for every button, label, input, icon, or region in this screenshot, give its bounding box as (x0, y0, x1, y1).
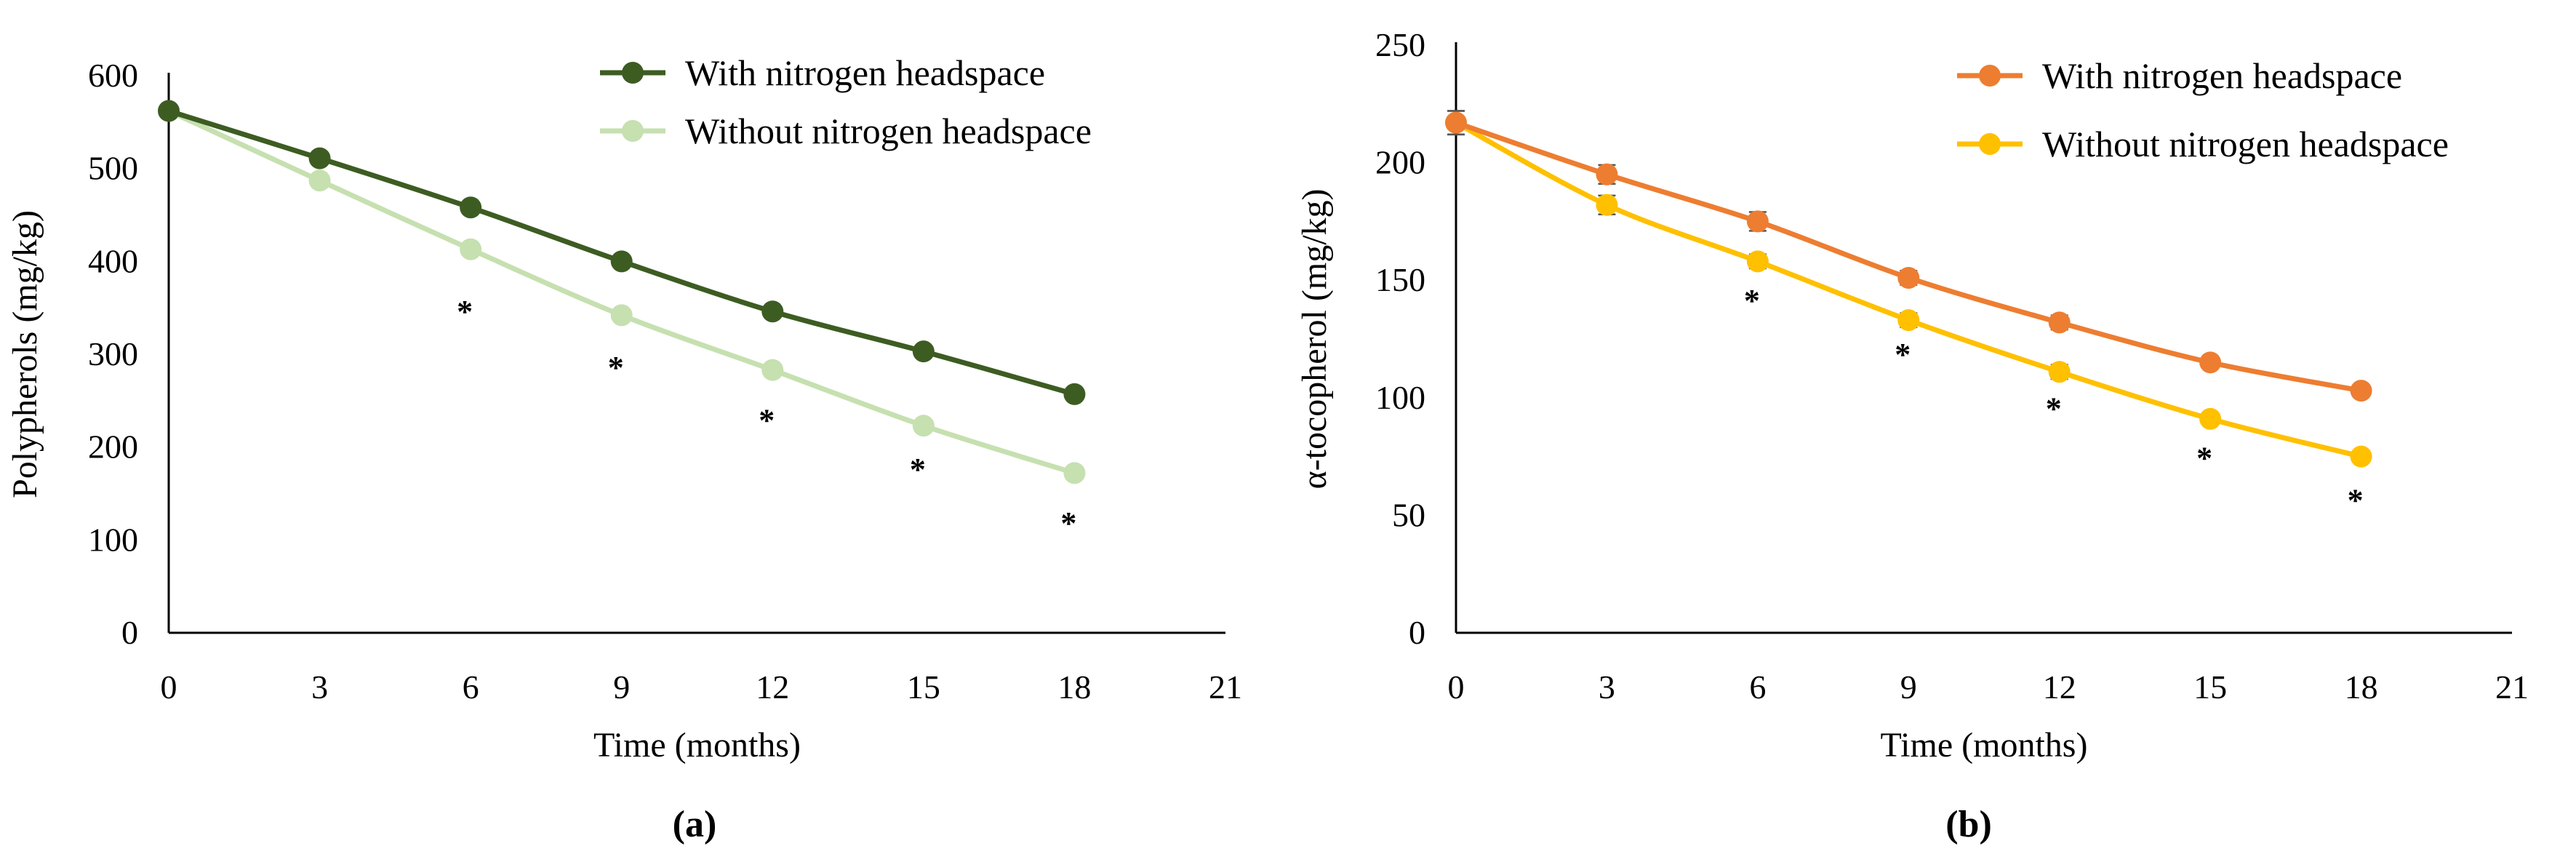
data-point (158, 100, 180, 122)
chart-panel-b: 0 3 6 9 12 15 18 21 0 50 100 150 200 250 Time (months)… (1288, 0, 2576, 867)
y-tick-label: 50 (1392, 496, 1425, 533)
data-point (2199, 407, 2222, 430)
y-tick-label: 100 (1375, 379, 1425, 416)
data-point (460, 238, 482, 260)
y-tick-label: 300 (88, 335, 138, 372)
data-point (610, 250, 633, 273)
y-axis-title: α-tocopherol (mg/kg) (1295, 188, 1334, 489)
x-tick-label: 18 (2345, 668, 2378, 706)
significance-marker: * (1744, 283, 1760, 319)
significance-marker: * (1895, 337, 1911, 372)
significance-marker: * (2046, 391, 2062, 426)
data-point (912, 340, 935, 363)
y-tick-label: 250 (1375, 26, 1425, 63)
significance-marker: * (910, 452, 926, 487)
series-line-2 (1455, 120, 2362, 459)
data-point (2199, 351, 2222, 374)
data-point (460, 196, 482, 219)
tocopherol-chart: 0 3 6 9 12 15 18 21 0 50 100 150 200 250 Time (months)… (1295, 26, 2529, 845)
series-line-2 (167, 108, 1076, 476)
legend-marker (622, 62, 644, 84)
x-tick-label: 3 (1599, 668, 1615, 706)
legend-label: Without nitrogen headspace (2042, 124, 2449, 164)
y-axis-title: Polypherols (mg/kg) (6, 210, 44, 498)
data-point (1746, 250, 1769, 273)
x-axis-title: Time (months) (1881, 726, 2088, 764)
data-point (761, 300, 784, 323)
data-point (912, 415, 935, 437)
x-tick-label: 15 (2193, 668, 2227, 706)
significance-marker: * (1060, 506, 1076, 541)
x-tick-label: 6 (1749, 668, 1766, 706)
data-point (308, 169, 331, 192)
legend-label: Without nitrogen headspace (685, 111, 1092, 151)
y-tick-label: 0 (1409, 614, 1425, 651)
significance-marker: * (608, 350, 624, 385)
data-point (2048, 361, 2071, 383)
data-point (2350, 445, 2372, 468)
chart-panel-a: 0 3 6 9 12 15 18 21 0 100 200 300 400 500 600 Time (mon… (6, 52, 1242, 845)
x-tick-label: 9 (1900, 668, 1917, 706)
significance-marker: * (2196, 440, 2212, 476)
data-point (2048, 311, 2071, 334)
data-point (610, 304, 633, 327)
data-point (2350, 380, 2372, 402)
x-tick-label: 18 (1057, 668, 1091, 706)
x-axis-title: Time (months) (593, 726, 801, 764)
x-tick-label: 0 (161, 668, 177, 706)
y-tick-label: 150 (1375, 261, 1425, 298)
significance-marker: * (759, 403, 775, 439)
data-point (1063, 462, 1086, 484)
y-tick-label: 200 (1375, 144, 1425, 181)
y-tick-label: 0 (121, 614, 138, 651)
x-tick-label: 6 (463, 668, 479, 706)
legend-marker (1979, 65, 2001, 87)
y-tick-label: 100 (88, 521, 138, 558)
y-tick-label: 200 (88, 428, 138, 466)
y-tick-label: 600 (88, 57, 138, 94)
panel-label: (b) (1945, 804, 1992, 845)
x-tick-label: 3 (311, 668, 328, 706)
legend-label: With nitrogen headspace (685, 52, 1045, 93)
significance-marker: * (2348, 483, 2364, 519)
x-tick-label: 9 (613, 668, 630, 706)
legend-marker (622, 120, 644, 142)
data-point (1897, 266, 1920, 289)
data-point (308, 147, 331, 169)
data-point (1746, 210, 1769, 233)
legend-label: With nitrogen headspace (2042, 55, 2402, 96)
x-tick-label: 15 (907, 668, 940, 706)
data-point (1596, 193, 1618, 216)
polyphenols-chart: 0 3 6 9 12 15 18 21 0 100 200 300 400 500 600 Time (mon… (6, 52, 1242, 845)
x-tick-label: 0 (1448, 668, 1465, 706)
y-tick-label: 500 (88, 150, 138, 187)
x-tick-label: 12 (756, 668, 789, 706)
data-point (1445, 111, 1467, 134)
data-point (761, 359, 784, 381)
x-tick-label: 21 (1209, 668, 1242, 706)
data-point (1063, 383, 1086, 405)
data-point (1596, 163, 1618, 185)
legend-marker (1979, 133, 2001, 155)
significance-marker: * (457, 294, 473, 329)
data-point (1897, 309, 1920, 332)
x-tick-label: 12 (2043, 668, 2076, 706)
x-tick-label: 21 (2495, 668, 2529, 706)
y-tick-label: 400 (88, 242, 138, 279)
panel-label: (a) (673, 804, 717, 845)
